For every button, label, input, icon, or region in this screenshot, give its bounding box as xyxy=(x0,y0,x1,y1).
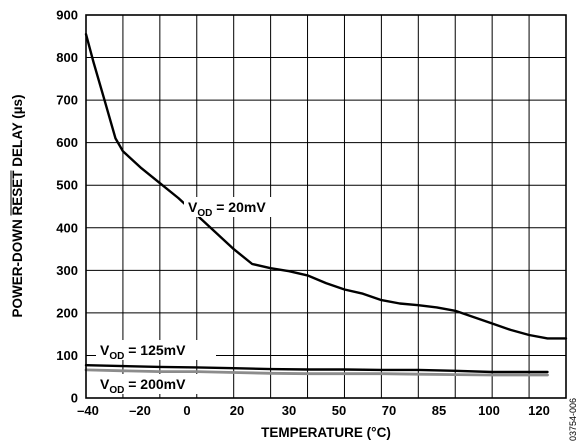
y-axis-title: POWER-DOWN RESET DELAY (µs) xyxy=(10,94,25,317)
series-lines xyxy=(84,33,568,377)
x-tick-label: –20 xyxy=(129,403,151,418)
series-line-1 xyxy=(84,364,549,374)
series-line-2 xyxy=(84,368,549,377)
x-tick-label: 20 xyxy=(230,403,244,418)
series-label-background-20mv xyxy=(184,197,290,217)
x-tick-label: 0 xyxy=(183,403,190,418)
x-tick-label: 50 xyxy=(332,403,346,418)
y-tick-label: 200 xyxy=(56,305,78,320)
series-label-background-125mv xyxy=(96,340,216,360)
series-line-0 xyxy=(84,33,568,340)
horizontal-gridlines xyxy=(86,57,566,356)
x-tick-label: 100 xyxy=(478,403,500,418)
y-tick-label: 900 xyxy=(56,8,78,23)
plot-frame xyxy=(85,14,567,399)
y-tick-label: 0 xyxy=(71,391,78,406)
x-axis-title: TEMPERATURE (°C) xyxy=(261,425,391,440)
series-label-200mv: VOD = 200mV xyxy=(100,376,186,396)
y-tick-label: 700 xyxy=(56,93,78,108)
y-tick-label: 100 xyxy=(56,348,78,363)
x-tick-label: 120 xyxy=(528,403,550,418)
x-tick-labels: –40 –20 0 20 30 50 70 85 100 120 xyxy=(77,403,550,418)
figure-id: 03754-006 xyxy=(568,398,578,441)
y-tick-label: 800 xyxy=(56,50,78,65)
x-tick-label: 85 xyxy=(432,403,446,418)
x-tick-label: 30 xyxy=(282,403,296,418)
y-tick-labels: 0 100 200 300 400 500 600 700 800 900 xyxy=(56,8,78,406)
y-tick-label: 500 xyxy=(56,178,78,193)
series-label-background-200mv xyxy=(96,374,216,394)
x-tick-label: –40 xyxy=(77,403,99,418)
x-tick-label: 70 xyxy=(382,403,396,418)
y-tick-label: 600 xyxy=(56,135,78,150)
y-tick-label: 300 xyxy=(56,263,78,278)
series-label-125mv: VOD = 125mV xyxy=(100,342,186,362)
y-tick-label: 400 xyxy=(56,220,78,235)
series-label-20mv: VOD = 20mV xyxy=(188,199,266,219)
